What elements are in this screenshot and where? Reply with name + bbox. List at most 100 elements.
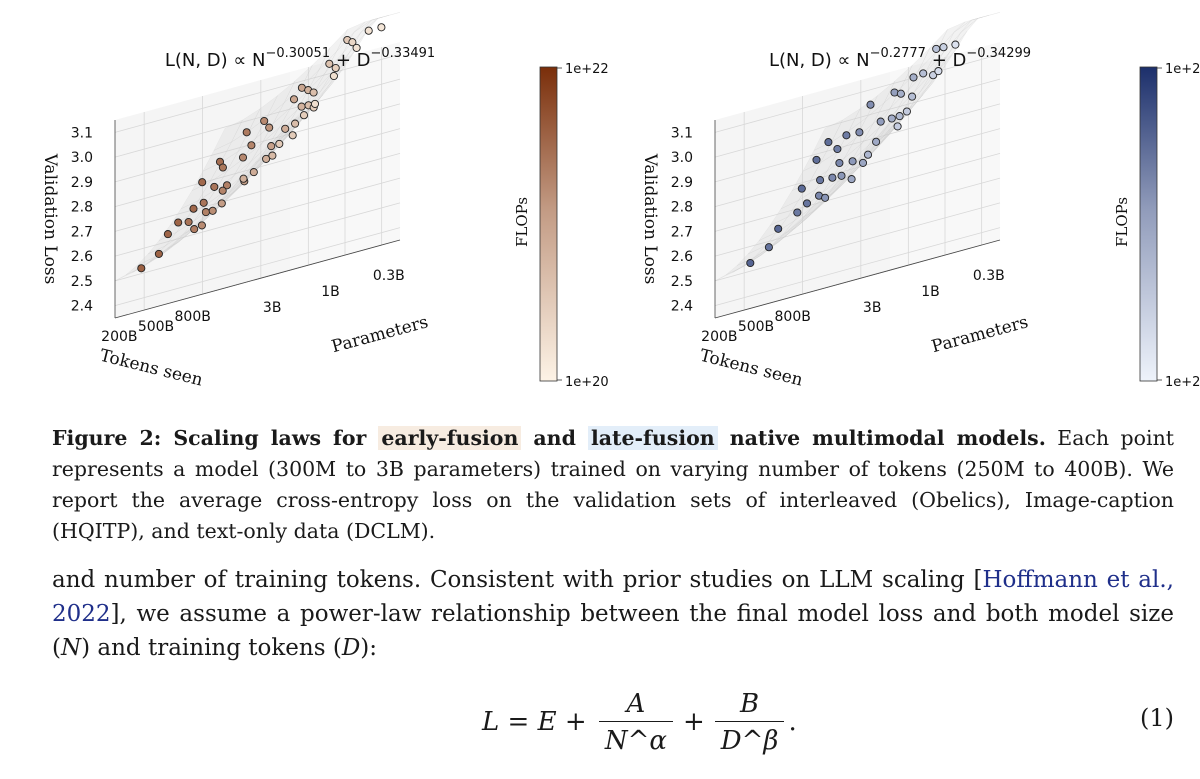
citation-link[interactable]: Hoffmann et al., 2022 (52, 567, 1174, 627)
surface-patch (279, 90, 309, 128)
data-point (902, 107, 911, 116)
data-point (299, 111, 309, 120)
fraction-b: B D^β (714, 688, 785, 756)
chart-title: L(N, D) ∝ N−0.2777 + D−0.34299 (769, 46, 1031, 71)
surface-patch (870, 122, 900, 156)
data-point (197, 221, 206, 230)
z-gridline (114, 177, 401, 257)
z-tick-label: 2.8 (71, 200, 93, 216)
surface-patch (316, 65, 346, 103)
data-point (217, 199, 226, 208)
surface-patch (714, 266, 744, 282)
caption-text: Each point represents a model (300M to 3… (52, 426, 1175, 543)
fraction-a-num: A (626, 688, 646, 719)
surface-patch (160, 232, 190, 256)
data-point (352, 43, 361, 52)
data-point (348, 38, 357, 47)
z-gridline (714, 78, 1001, 158)
surface-patch (925, 32, 955, 73)
surface-patch (255, 102, 285, 139)
data-point (919, 69, 928, 78)
z-tick-label: 3.1 (71, 125, 93, 141)
z-tick-label: 2.4 (671, 299, 693, 315)
equation-main: L = E + A N^α + B D^β . (482, 682, 797, 762)
surface-patch (903, 72, 933, 111)
title-prefix: L(N, D) ∝ N (769, 50, 870, 71)
data-point (893, 122, 902, 131)
data-point (325, 59, 334, 68)
z-tick-label: 2.7 (671, 224, 693, 240)
data-point (837, 171, 846, 180)
y-tick-label: 1B (921, 284, 940, 300)
z-gridline (714, 53, 1001, 133)
body-text-1: and number of training tokens. Consisten… (52, 567, 983, 593)
surface-patch (784, 211, 814, 234)
x-tick-label: 500B (138, 319, 174, 335)
y-tick-label: 3B (263, 300, 282, 316)
figure-2: 2.4 2.5 2.6 2.7 2.8 2.9 3.0 3.1 Validation Loss 8… (40, 12, 1200, 391)
data-point (951, 40, 960, 49)
equation-1: L = E + A N^α + B D^β . (1) (0, 682, 1200, 762)
chart-late-fusion: 2.4 2.5 2.6 2.7 2.8 2.9 3.0 3.1 Validation Loss 8… (640, 12, 1200, 391)
z-tick-label: 2.5 (671, 274, 693, 290)
data-point (890, 88, 899, 97)
data-point (242, 128, 251, 137)
surface-patch (371, 12, 401, 21)
title-exp1: −0.2777 (870, 46, 926, 61)
surface-patch (971, 12, 1001, 21)
surface-patch (778, 217, 808, 243)
data-point (281, 124, 290, 133)
z-tick-label: 3.0 (671, 150, 693, 166)
data-point (863, 150, 873, 159)
x-tick-label: 800B (775, 309, 811, 325)
data-point (218, 163, 227, 172)
data-point (848, 157, 857, 166)
x-tick-label: 200B (701, 329, 737, 345)
surface-patch (318, 29, 348, 70)
z-gridline (114, 128, 401, 208)
data-point (821, 193, 830, 202)
equation-number: (1) (1140, 704, 1174, 732)
data-point (275, 139, 284, 148)
data-point (262, 154, 271, 163)
z-gridline (114, 227, 401, 307)
surface-patch (896, 72, 926, 111)
surface-patch (830, 166, 860, 195)
data-point (289, 95, 299, 104)
data-point (329, 71, 338, 81)
data-point (833, 144, 842, 154)
caption-label: Figure 2: Scaling laws for (52, 426, 379, 450)
x-axis-line (114, 287, 226, 319)
caption-late-fusion: late-fusion (587, 426, 718, 450)
data-point (932, 44, 941, 53)
z-gridline (114, 53, 401, 133)
x-axis-label: Tokens seen (98, 346, 205, 391)
body-text-2: ], we assume a power-law relationship be… (52, 601, 1174, 661)
caption-and: and (521, 426, 588, 450)
surface-patch (960, 15, 990, 34)
data-point (929, 71, 938, 80)
data-point (816, 176, 825, 185)
caption-title-rest: native multimodal models. (717, 426, 1046, 450)
data-point (268, 151, 277, 160)
title-exp1: −0.30051 (265, 46, 330, 61)
surface-patch (219, 130, 250, 164)
y-axis-label: Parameters (930, 312, 1031, 357)
fraction-b-den: D^β (714, 720, 785, 756)
surface-patch (850, 127, 880, 162)
fraction-b-num: B (740, 688, 760, 719)
title-exp2: −0.33491 (371, 46, 436, 61)
surface-patch (861, 107, 891, 144)
figure-caption: Figure 2: Scaling laws for early-fusion … (52, 423, 1174, 547)
data-point (218, 186, 227, 195)
surface-patch (233, 143, 263, 177)
surface-patch (771, 221, 801, 247)
colorbar-label: FLOPs (1113, 197, 1131, 247)
colorbar-max-label: 1e+22 (565, 62, 609, 77)
equation-plus: + (682, 707, 705, 737)
z-axis-label: Validation Loss (640, 153, 660, 285)
x-tick-label: 500B (738, 319, 774, 335)
z-gridline (714, 103, 1001, 183)
surface-patch (837, 117, 867, 152)
var-d: D (341, 635, 361, 661)
